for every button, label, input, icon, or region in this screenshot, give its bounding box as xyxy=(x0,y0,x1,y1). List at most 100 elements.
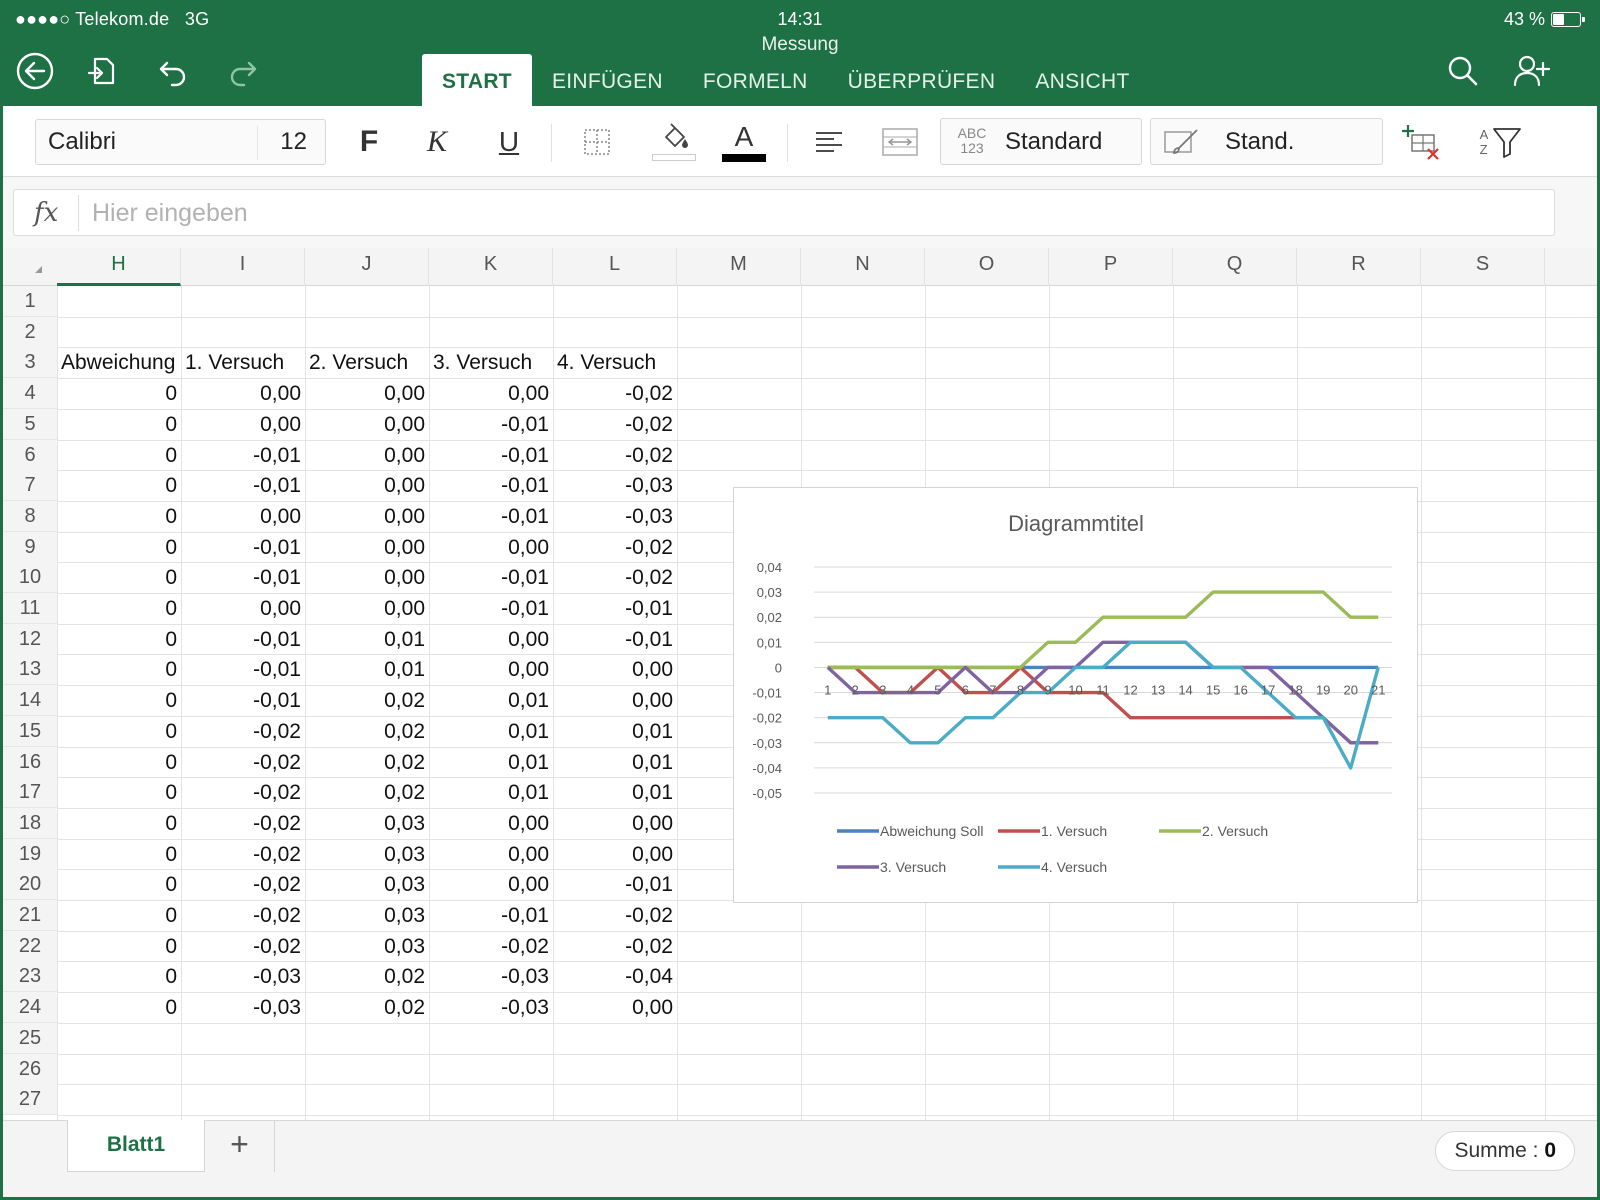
data-cell[interactable]: -0,02 xyxy=(625,412,673,436)
data-cell[interactable]: -0,02 xyxy=(625,535,673,559)
data-cell[interactable]: -0,01 xyxy=(501,904,549,927)
data-cell[interactable]: 0,02 xyxy=(384,965,425,989)
data-cell[interactable]: -0,03 xyxy=(501,965,549,989)
row-header-4[interactable]: 4 xyxy=(3,378,57,410)
data-cell[interactable]: 0,00 xyxy=(632,842,673,866)
column-header-m[interactable]: M xyxy=(677,248,801,286)
data-cell[interactable]: 0 xyxy=(165,658,177,682)
data-cell[interactable]: 0,00 xyxy=(384,382,425,406)
data-cell[interactable]: 0,01 xyxy=(384,627,425,651)
data-cell[interactable]: 0,01 xyxy=(384,658,425,682)
data-cell[interactable]: 0,02 xyxy=(384,996,425,1020)
row-header-6[interactable]: 6 xyxy=(3,439,57,471)
column-header-k[interactable]: K xyxy=(429,248,553,286)
sort-filter-button[interactable]: A Z xyxy=(1473,122,1529,162)
data-cell[interactable]: 0,01 xyxy=(632,781,673,805)
data-cell[interactable]: 0 xyxy=(165,904,177,927)
header-cell[interactable]: Abweichung xyxy=(61,351,176,375)
data-cell[interactable]: 0,00 xyxy=(384,566,425,590)
formula-input[interactable] xyxy=(92,195,1532,231)
row-header-14[interactable]: 14 xyxy=(3,685,57,717)
data-cell[interactable]: 0,01 xyxy=(508,689,549,713)
tab-einfuegen[interactable]: EINFÜGEN xyxy=(551,70,663,93)
row-header-22[interactable]: 22 xyxy=(3,930,57,962)
data-cell[interactable]: 0,03 xyxy=(384,934,425,958)
row-header-9[interactable]: 9 xyxy=(3,531,57,563)
select-all-corner[interactable] xyxy=(3,248,57,286)
data-cell[interactable]: -0,01 xyxy=(625,597,673,620)
data-cell[interactable]: 0,00 xyxy=(632,689,673,713)
italic-button[interactable]: K xyxy=(426,125,447,158)
data-cell[interactable]: -0,01 xyxy=(253,474,301,498)
data-cell[interactable]: 0,00 xyxy=(632,658,673,682)
row-header-3[interactable]: 3 xyxy=(3,347,57,379)
font-color-button[interactable]: A xyxy=(721,122,767,162)
row-header-26[interactable]: 26 xyxy=(3,1053,57,1085)
data-cell[interactable]: -0,01 xyxy=(253,689,301,713)
data-cell[interactable]: 0,00 xyxy=(260,382,301,406)
data-cell[interactable]: -0,02 xyxy=(253,873,301,897)
data-cell[interactable]: -0,01 xyxy=(253,535,301,559)
tab-ansicht[interactable]: ANSICHT xyxy=(1035,70,1130,93)
column-header-r[interactable]: R xyxy=(1297,248,1421,286)
data-cell[interactable]: 0,01 xyxy=(632,719,673,743)
data-cell[interactable]: 0,00 xyxy=(384,597,425,620)
data-cell[interactable]: 0 xyxy=(165,597,177,620)
data-cell[interactable]: -0,02 xyxy=(625,382,673,406)
header-cell[interactable]: 1. Versuch xyxy=(185,351,285,375)
share-user-icon[interactable] xyxy=(1511,51,1551,91)
data-cell[interactable]: 0,03 xyxy=(384,873,425,897)
row-header-5[interactable]: 5 xyxy=(3,408,57,440)
undo-icon[interactable] xyxy=(153,51,193,91)
header-cell[interactable]: 2. Versuch xyxy=(309,351,409,375)
column-header-s[interactable]: S xyxy=(1421,248,1545,286)
underline-button[interactable]: U xyxy=(498,126,520,157)
column-header-i[interactable]: I xyxy=(181,248,305,286)
data-cell[interactable]: 0,03 xyxy=(384,842,425,866)
data-cell[interactable]: 0,01 xyxy=(508,719,549,743)
data-cell[interactable]: 0 xyxy=(165,996,177,1020)
data-cell[interactable]: -0,01 xyxy=(501,566,549,590)
align-left-icon[interactable] xyxy=(809,122,849,162)
data-cell[interactable]: -0,04 xyxy=(625,965,673,989)
data-cell[interactable]: 0 xyxy=(165,781,177,805)
data-cell[interactable]: 0,00 xyxy=(260,504,301,528)
data-cell[interactable]: 0,00 xyxy=(384,504,425,528)
data-cell[interactable]: 0 xyxy=(165,412,177,436)
data-cell[interactable]: 0,00 xyxy=(384,412,425,436)
row-header-25[interactable]: 25 xyxy=(3,1022,57,1054)
data-cell[interactable]: -0,02 xyxy=(625,566,673,590)
data-cell[interactable]: -0,02 xyxy=(625,904,673,927)
data-cell[interactable]: -0,03 xyxy=(253,965,301,989)
data-cell[interactable]: -0,01 xyxy=(501,443,549,467)
data-cell[interactable]: -0,01 xyxy=(253,627,301,651)
data-cell[interactable]: 0 xyxy=(165,627,177,651)
data-cell[interactable]: -0,03 xyxy=(625,504,673,528)
data-cell[interactable]: 0 xyxy=(165,842,177,866)
add-sheet-button[interactable]: + xyxy=(205,1120,275,1172)
row-header-16[interactable]: 16 xyxy=(3,746,57,778)
row-header-13[interactable]: 13 xyxy=(3,654,57,686)
data-cell[interactable]: -0,02 xyxy=(253,719,301,743)
data-cell[interactable]: 0,03 xyxy=(384,811,425,835)
column-header-n[interactable]: N xyxy=(801,248,925,286)
cell-style-picker[interactable]: Stand. xyxy=(1150,118,1383,165)
data-cell[interactable]: -0,01 xyxy=(501,412,549,436)
data-cell[interactable]: 0,00 xyxy=(508,382,549,406)
data-cell[interactable]: 0,00 xyxy=(384,443,425,467)
data-cell[interactable]: 0,00 xyxy=(260,597,301,620)
data-cell[interactable]: 0 xyxy=(165,474,177,498)
data-cell[interactable]: -0,02 xyxy=(253,904,301,927)
header-cell[interactable]: 3. Versuch xyxy=(433,351,533,375)
data-cell[interactable]: 0 xyxy=(165,382,177,406)
data-cell[interactable]: -0,01 xyxy=(253,566,301,590)
data-cell[interactable]: 0,00 xyxy=(384,535,425,559)
row-header-27[interactable]: 27 xyxy=(3,1084,57,1116)
line-chart[interactable]: Diagrammtitel 0,04 0,03 0,02 0,01 0 -0,01 -0,02… xyxy=(733,487,1418,903)
data-cell[interactable]: -0,02 xyxy=(501,934,549,958)
data-cell[interactable]: 0 xyxy=(165,689,177,713)
data-cell[interactable]: 0 xyxy=(165,750,177,774)
column-header-h[interactable]: H xyxy=(57,248,181,286)
data-cell[interactable]: -0,02 xyxy=(253,934,301,958)
sheet-tab-blatt1[interactable]: Blatt1 xyxy=(67,1120,205,1172)
